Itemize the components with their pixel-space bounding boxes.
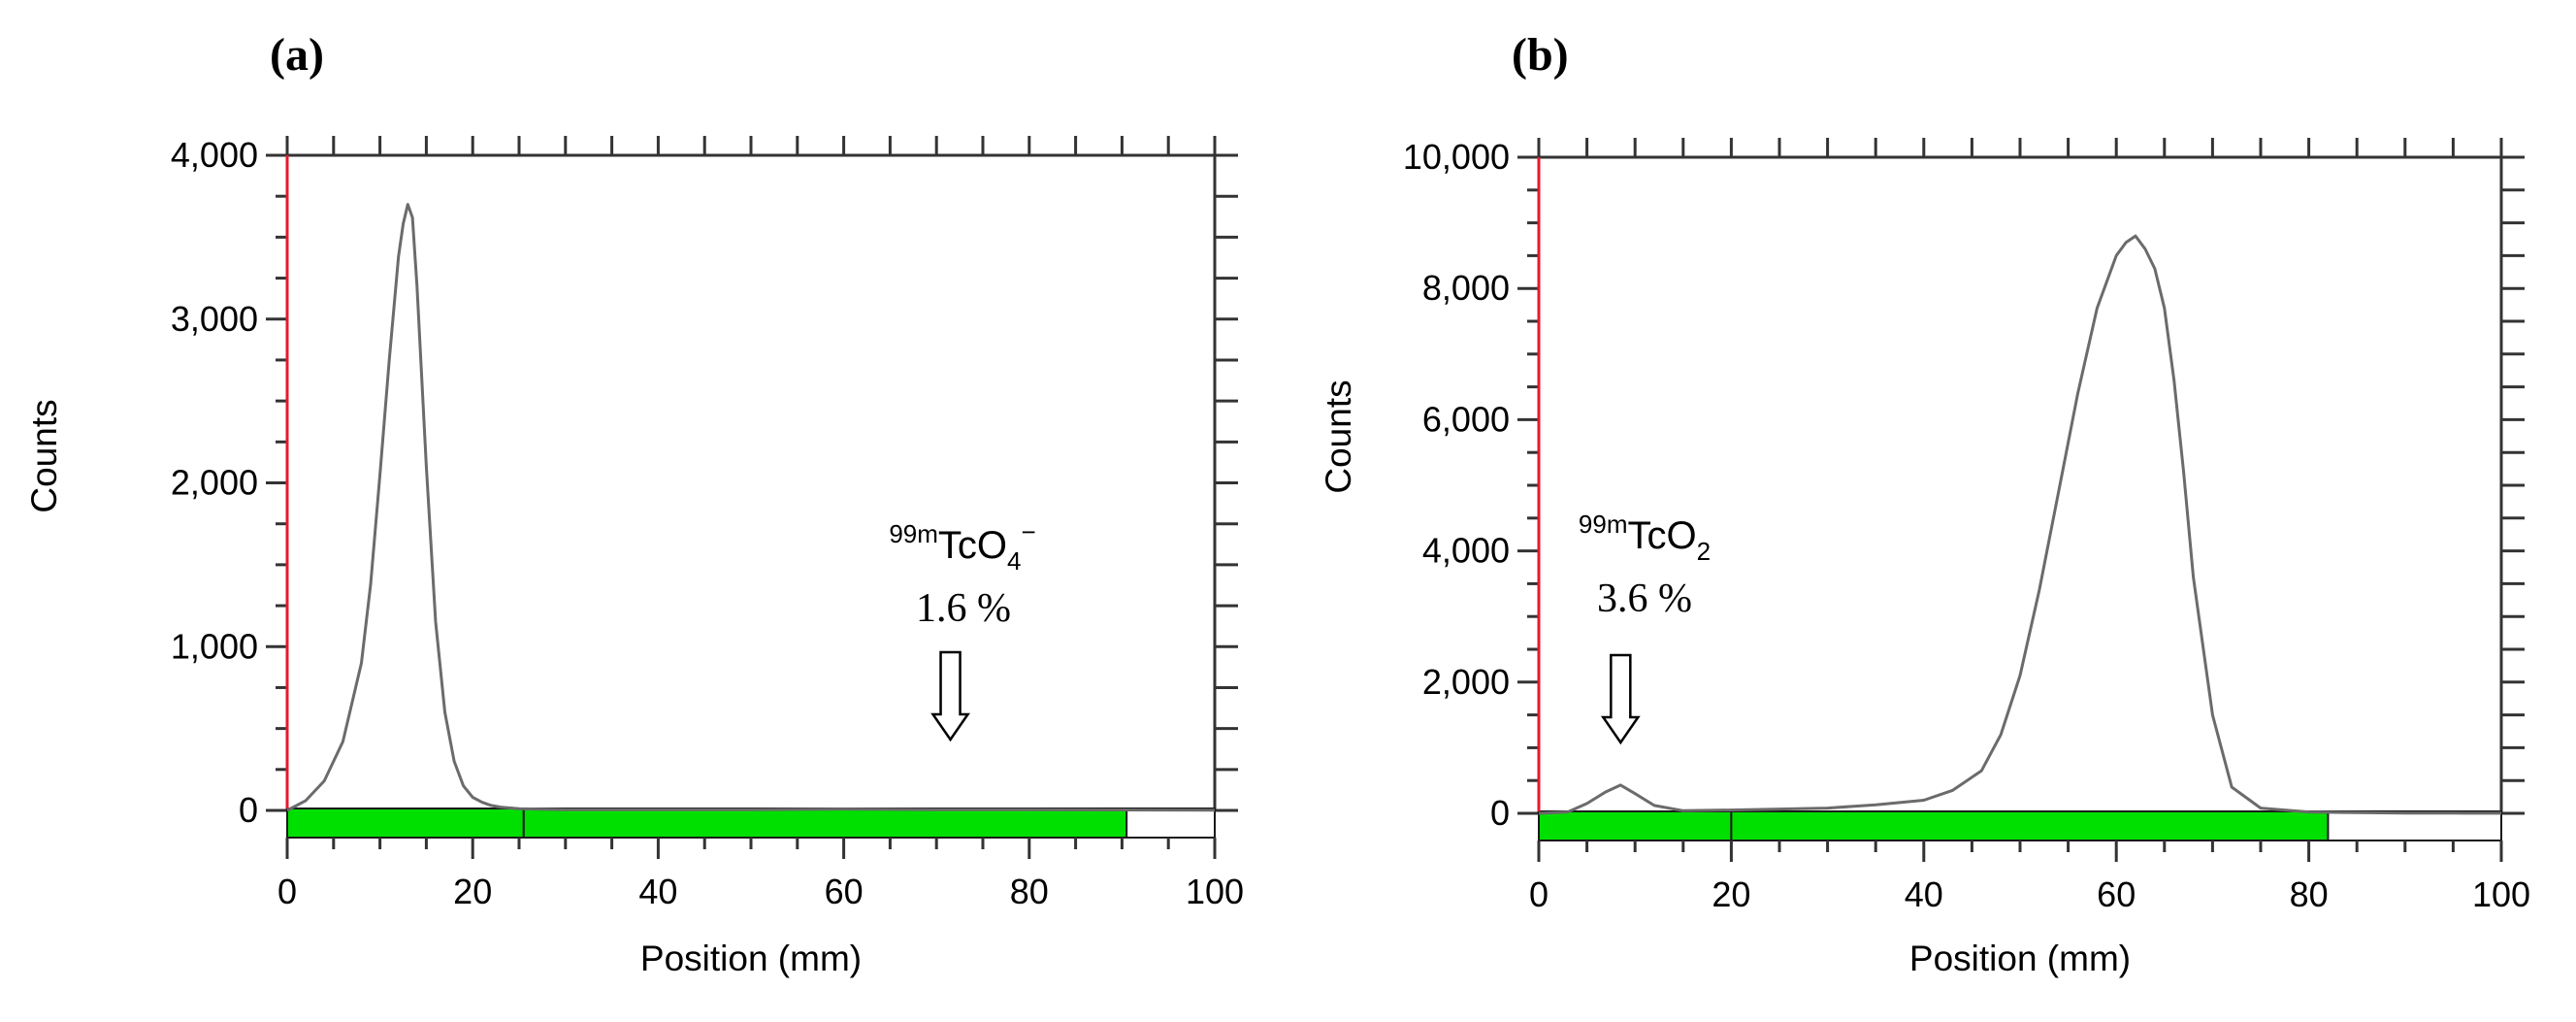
panel-a-species-sup: 99m (889, 519, 938, 548)
panel-b-y-tick-label: 10,000 (1403, 137, 1510, 177)
panel-a-x-tick-label: 40 (638, 872, 677, 911)
panel-b-percent-label: 3.6 % (1597, 577, 1692, 621)
panel-b-label: (b) (1512, 29, 1569, 81)
panel-b-y-tick-label: 8,000 (1422, 268, 1510, 308)
panel-a-x-tick-label: 0 (277, 872, 297, 911)
panel-b-y-tick-label: 0 (1490, 793, 1510, 833)
panel-a-species-label: 99mTcO4− (889, 517, 1035, 576)
panel-b-x-tick-label: 100 (2472, 874, 2530, 914)
panel-b-y-axis-title: Counts (1319, 379, 1358, 493)
panel-b-x-tick-label: 0 (1529, 874, 1549, 914)
panel-a-y-tick-label: 0 (239, 790, 258, 830)
panel-b-species-base: TcO (1627, 514, 1696, 557)
panel-a-series-line (286, 203, 1216, 812)
panel-b-species-sup: 99m (1579, 510, 1628, 539)
panel-b-region-empty (2327, 810, 2502, 841)
panel-a-species-sub: 4 (1007, 546, 1021, 576)
panel-b-x-axis-title: Position (mm) (1909, 939, 2131, 978)
panel-b-series-line (1538, 234, 2502, 815)
panel-a-x-tick-label: 60 (825, 872, 864, 911)
panel-b-annotation: 99mTcO2 3.6 % (1579, 510, 1711, 745)
panel-a-region-empty (1125, 808, 1217, 839)
panel-a-y-tick-label: 4,000 (171, 135, 258, 175)
panel-b-arrow-icon (1600, 653, 1641, 745)
panel-a-y-tick-label: 2,000 (171, 463, 258, 503)
panel-a-y-tick-label: 1,000 (171, 626, 258, 666)
panel-b-y-tick-label: 2,000 (1422, 662, 1510, 702)
panel-a-species-charge: − (1021, 517, 1035, 546)
panel-a-y-axis-title: Counts (24, 399, 64, 512)
panel-b-plot-frame (1537, 155, 2503, 815)
panel-b-region-1 (1538, 810, 1733, 841)
panel-b-x-tick-label: 80 (2290, 874, 2329, 914)
panel-b-y-tick-label: 4,000 (1422, 531, 1510, 571)
panel-a-x-axis-title: Position (mm) (640, 939, 862, 978)
panel-b-x-tick-label: 40 (1905, 874, 1943, 914)
panel-a-arrow-icon (930, 650, 970, 742)
panel-a-percent-label: 1.6 % (916, 586, 1011, 631)
panel-a-x-tick-label: 80 (1010, 872, 1049, 911)
panel-a: (a) 0 1,000 2,000 3,000 4,000 0 20 40 60 80 100 Pos… (24, 29, 1244, 978)
panel-a-region-2 (522, 808, 1128, 839)
panel-a-species-base: TcO (938, 524, 1007, 567)
panel-a-annotation: 99mTcO4− 1.6 % (889, 517, 1036, 742)
panel-a-region-1 (286, 808, 525, 839)
panel-b: (b) 0 2,000 4,000 6,000 8,000 10,000 0 20 40 60 80… (1319, 29, 2530, 978)
panel-a-y-tick-label: 3,000 (171, 299, 258, 339)
panel-b-x-tick-label: 60 (2097, 874, 2136, 914)
panel-b-species-sub: 2 (1697, 537, 1711, 566)
panel-a-x-tick-label: 20 (453, 872, 492, 911)
panel-a-label: (a) (270, 29, 324, 81)
panel-a-x-tick-label: 100 (1186, 872, 1244, 911)
panel-b-x-tick-label: 20 (1712, 874, 1750, 914)
panel-b-species-label: 99mTcO2 (1579, 510, 1711, 566)
panel-b-y-tick-label: 6,000 (1422, 399, 1510, 439)
panel-b-region-2 (1730, 810, 2330, 841)
